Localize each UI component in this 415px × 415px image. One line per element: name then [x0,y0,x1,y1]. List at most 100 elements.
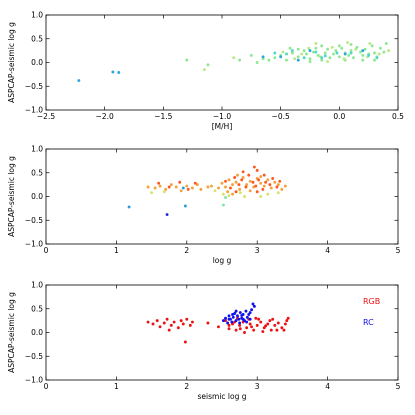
data-point [232,56,236,60]
data-point [264,180,268,184]
data-point [227,178,231,182]
data-points [146,302,290,344]
x-tick-label: −2.0 [96,112,114,121]
series-3 [77,49,365,83]
data-point [181,186,185,190]
data-point [179,189,183,193]
data-point [224,196,227,199]
data-point [240,178,244,182]
data-point [266,192,270,196]
data-point [368,42,372,45]
data-point [169,323,173,327]
data-point [271,317,275,321]
series-0 [146,173,287,196]
data-point [221,192,225,196]
data-point [280,187,284,191]
data-point [275,328,279,332]
data-point [307,46,311,50]
data-point [185,317,189,321]
y-tick-label: 0.5 [31,168,43,177]
data-point [276,321,280,325]
x-tick-label: 5 [396,246,401,255]
data-point [384,42,388,45]
x-tick-label: 0.0 [333,112,345,121]
data-point [157,181,161,185]
data-point [314,46,318,50]
data-point [245,183,249,187]
data-point [234,328,238,332]
x-axis-label: [M/H] [212,122,233,131]
data-point [243,195,246,198]
data-point [111,70,115,74]
data-point [238,187,242,191]
x-tick-label: −2.5 [37,112,55,121]
data-point [162,321,166,325]
x-tick-label: 4 [325,382,330,391]
data-point [248,311,252,314]
data-point [238,58,242,62]
data-point [221,203,225,207]
panel-seismic-logg: 0 1 2 3 4 5 −1.0 −0.5 0.0 0.5 1.0 seismic log g ASPC… [7,281,401,401]
data-point [283,322,287,326]
data-point [186,187,190,191]
data-point [370,44,374,48]
data-point [244,309,248,313]
data-point [347,53,351,57]
data-point [167,185,171,189]
series-1 [221,302,256,325]
data-point [342,57,346,61]
data-point [257,178,261,182]
data-point [334,49,338,53]
data-point [151,322,155,326]
data-point [367,53,371,57]
data-point [190,186,194,190]
data-point [244,185,248,189]
y-tick-label: 1.0 [31,281,43,290]
data-point [193,181,197,185]
data-point [266,178,270,182]
data-point [155,319,159,323]
x-tick-label: −0.5 [272,112,290,121]
data-point [169,183,173,187]
data-point [279,55,283,59]
data-point [234,319,238,323]
data-point [285,319,289,323]
data-point [302,56,306,60]
data-point [230,320,234,324]
data-point [185,184,189,188]
data-point [165,213,169,216]
data-point [378,46,382,50]
y-tick-label: −0.5 [25,352,43,361]
data-point [361,49,365,53]
data-point [373,51,376,55]
data-point [255,190,259,194]
data-point [227,323,231,327]
data-point [296,55,300,59]
data-point [296,47,300,51]
data-point [340,46,344,50]
data-point [275,185,279,189]
data-point [77,79,81,83]
data-point [117,71,121,74]
data-point [181,322,185,326]
data-point [262,184,266,188]
data-point [312,50,315,54]
data-point [255,323,259,327]
data-point [335,51,339,55]
data-point [255,61,259,64]
data-point [249,53,253,57]
data-point [349,49,353,53]
series-0 [146,316,290,344]
data-point [286,316,290,320]
data-point [288,46,292,50]
data-point [231,313,235,316]
data-point [248,179,252,183]
data-point [320,44,324,48]
plot-frame [45,148,399,245]
data-point [179,319,183,323]
data-point [296,58,300,62]
series-2 [150,189,280,198]
data-point [158,325,162,329]
data-point [234,190,238,194]
data-point [268,319,272,323]
